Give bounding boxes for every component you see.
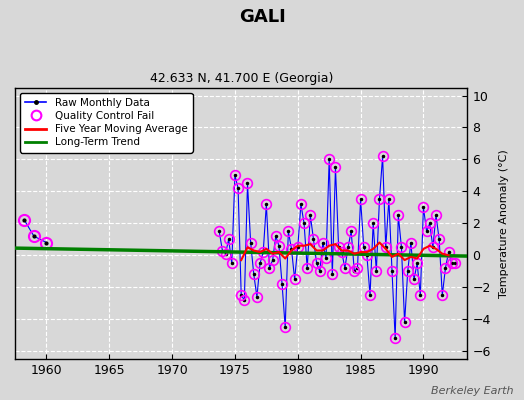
Y-axis label: Temperature Anomaly (°C): Temperature Anomaly (°C): [499, 149, 509, 298]
Legend: Raw Monthly Data, Quality Control Fail, Five Year Moving Average, Long-Term Tren: Raw Monthly Data, Quality Control Fail, …: [20, 93, 192, 152]
Text: Berkeley Earth: Berkeley Earth: [431, 386, 514, 396]
Text: GALI: GALI: [238, 8, 286, 26]
Title: 42.633 N, 41.700 E (Georgia): 42.633 N, 41.700 E (Georgia): [149, 72, 333, 85]
